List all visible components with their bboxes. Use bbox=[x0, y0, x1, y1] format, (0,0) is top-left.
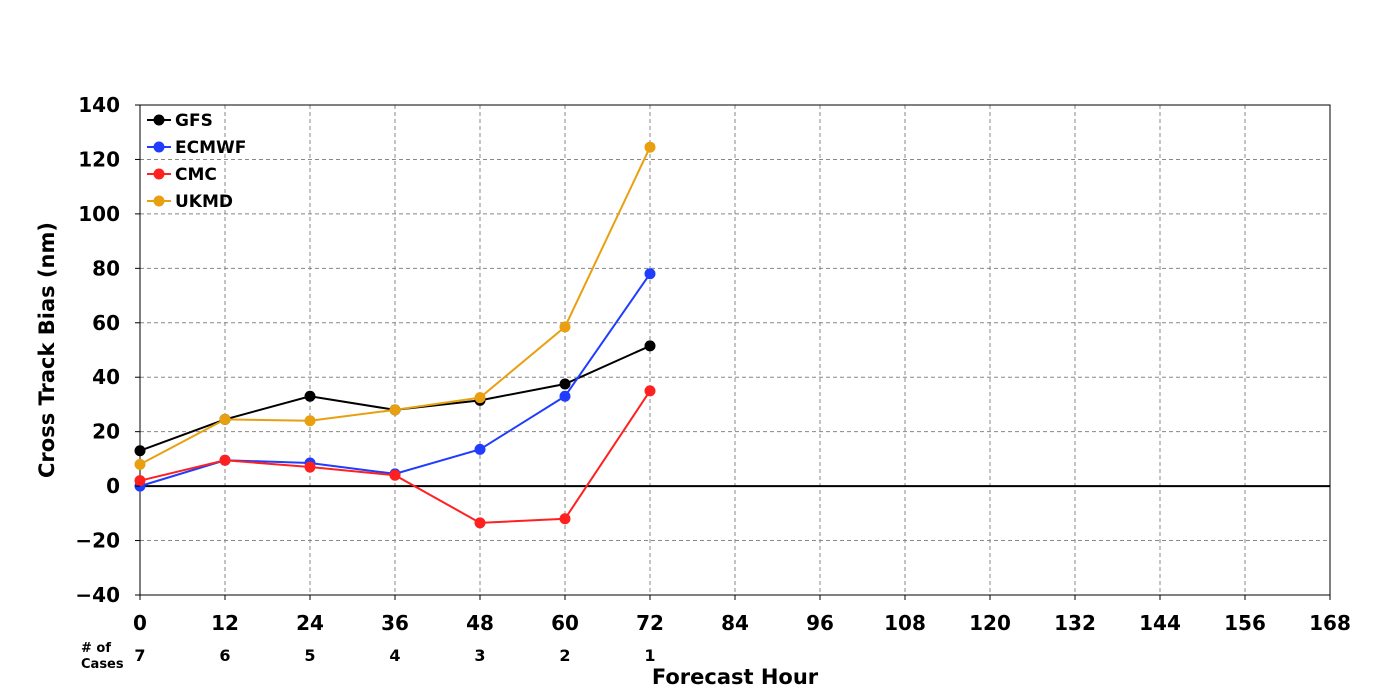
legend-item-gfs: GFS bbox=[147, 111, 213, 131]
data-point-ukmd bbox=[304, 415, 316, 427]
x-tick-label: 60 bbox=[551, 611, 579, 635]
y-tick-label: 0 bbox=[106, 474, 120, 498]
legend-marker bbox=[153, 114, 165, 126]
data-point-cmc bbox=[389, 469, 401, 481]
x-tick-label: 12 bbox=[211, 611, 239, 635]
cases-value: 3 bbox=[474, 646, 485, 665]
data-point-cmc bbox=[559, 513, 571, 525]
legend-label: UKMD bbox=[175, 192, 233, 212]
data-point-ecmwf bbox=[559, 390, 571, 402]
x-tick-label: 132 bbox=[1054, 611, 1096, 635]
cases-value: 5 bbox=[304, 646, 315, 665]
cases-value: 4 bbox=[389, 646, 400, 665]
x-tick-label: 120 bbox=[969, 611, 1011, 635]
y-axis-ticks: −40 −20 0 20 40 60 80 100 120 140 bbox=[75, 93, 140, 607]
legend-label: GFS bbox=[175, 111, 213, 131]
y-tick-label: 80 bbox=[92, 256, 120, 280]
data-point-ukmd bbox=[644, 141, 656, 153]
grid bbox=[140, 105, 1330, 595]
x-tick-label: 0 bbox=[133, 611, 147, 635]
legend-label: ECMWF bbox=[175, 138, 246, 158]
x-tick-label: 108 bbox=[884, 611, 926, 635]
x-tick-label: 156 bbox=[1224, 611, 1266, 635]
x-tick-label: 48 bbox=[466, 611, 494, 635]
y-axis-label: Cross Track Bias (nm) bbox=[35, 222, 59, 478]
data-point-gfs bbox=[644, 340, 656, 352]
data-point-ukmd bbox=[219, 413, 231, 425]
cases-row: # of Cases 7 6 5 4 3 2 1 bbox=[81, 641, 656, 672]
legend-item-ukmd: UKMD bbox=[147, 192, 233, 212]
data-point-cmc bbox=[644, 385, 656, 397]
x-tick-label: 84 bbox=[721, 611, 749, 635]
x-tick-label: 96 bbox=[806, 611, 834, 635]
series-lines bbox=[134, 141, 656, 529]
y-tick-label: 20 bbox=[92, 420, 120, 444]
legend-marker bbox=[153, 141, 165, 153]
legend-item-cmc: CMC bbox=[147, 165, 217, 185]
data-point-gfs bbox=[304, 390, 316, 402]
legend-marker bbox=[153, 168, 165, 180]
x-axis-ticks: 0 12 24 36 48 60 72 84 96 108 120 132 144 156 168 bbox=[133, 595, 1351, 635]
data-point-cmc bbox=[134, 475, 146, 487]
y-tick-label: 100 bbox=[78, 202, 120, 226]
x-tick-label: 36 bbox=[381, 611, 409, 635]
x-tick-label: 144 bbox=[1139, 611, 1181, 635]
y-tick-label: 60 bbox=[92, 311, 120, 335]
y-tick-label: 120 bbox=[78, 147, 120, 171]
cases-value: 6 bbox=[219, 646, 230, 665]
x-tick-label: 24 bbox=[296, 611, 324, 635]
data-point-ukmd bbox=[559, 321, 571, 333]
y-tick-label: −40 bbox=[75, 583, 120, 607]
series-ukmd bbox=[134, 141, 656, 470]
data-point-ukmd bbox=[474, 392, 486, 404]
data-point-gfs bbox=[134, 445, 146, 457]
legend: GFS ECMWF CMC UKMD bbox=[147, 111, 246, 212]
cases-label-line2: Cases bbox=[81, 657, 124, 672]
cases-value: 1 bbox=[644, 646, 655, 665]
data-point-ukmd bbox=[134, 458, 146, 470]
cases-value: 2 bbox=[559, 646, 570, 665]
data-point-gfs bbox=[559, 378, 571, 390]
y-tick-label: 140 bbox=[78, 93, 120, 117]
series-cmc bbox=[134, 385, 656, 529]
legend-label: CMC bbox=[175, 165, 217, 185]
data-point-ecmwf bbox=[644, 268, 656, 280]
cases-label-line1: # of bbox=[81, 641, 111, 656]
legend-marker bbox=[153, 195, 165, 207]
data-point-cmc bbox=[304, 461, 316, 473]
data-point-ukmd bbox=[389, 404, 401, 416]
data-point-cmc bbox=[219, 454, 231, 466]
data-point-ecmwf bbox=[474, 443, 486, 455]
cases-value: 7 bbox=[134, 646, 145, 665]
x-axis-label: Forecast Hour bbox=[652, 665, 819, 689]
x-tick-label: 168 bbox=[1309, 611, 1351, 635]
legend-item-ecmwf: ECMWF bbox=[147, 138, 246, 158]
data-point-cmc bbox=[474, 517, 486, 529]
y-tick-label: 40 bbox=[92, 365, 120, 389]
y-tick-label: −20 bbox=[75, 529, 120, 553]
x-tick-label: 72 bbox=[636, 611, 664, 635]
